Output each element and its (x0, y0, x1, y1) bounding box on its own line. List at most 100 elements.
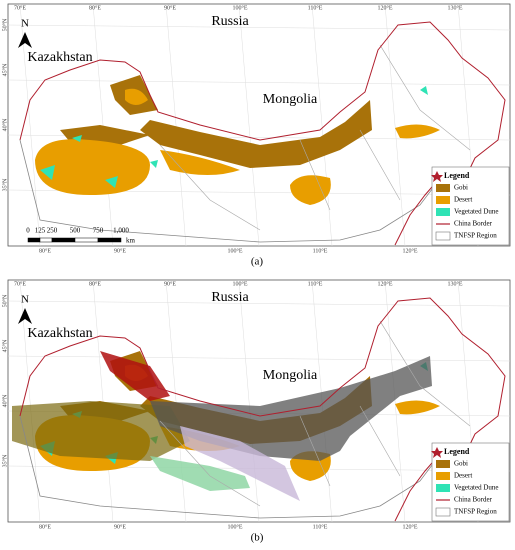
longitude-label: 130°E (447, 4, 462, 11)
country-label: Russia (211, 14, 249, 29)
transport-path (150, 356, 432, 461)
country-label: Kazakhstan (27, 50, 92, 65)
longitude-label: 70°E (14, 4, 26, 11)
tnfsp-region (159, 44, 471, 231)
scale-bar-segment (97, 237, 122, 243)
scale-bar-segment (39, 237, 53, 243)
longitude-label: 110°E (313, 247, 328, 254)
transport-path (12, 401, 190, 461)
legend-swatch (436, 184, 450, 192)
graticule (92, 279, 114, 523)
graticule (7, 79, 511, 86)
legend-title: Legend (444, 447, 470, 456)
latitude-label: 45°N (1, 339, 8, 352)
country-label: Mongolia (263, 368, 318, 383)
scale-bar-segment (51, 237, 76, 243)
map-panel: Russia Mongolia Kazakhstan N 70°E 80°E 90°E 100… (1, 279, 511, 530)
longitude-label: 110°E (313, 523, 328, 530)
legend-icon (431, 171, 443, 182)
longitude-label: 90°E (164, 4, 176, 11)
legend-swatch (436, 484, 450, 492)
scale-bar-label: 500 (70, 227, 81, 235)
legend-label: TNFSP Region (454, 232, 497, 240)
longitude-label: 100°E (227, 247, 242, 254)
scale-bar-segment (27, 237, 41, 243)
legend-label: TNFSP Region (454, 508, 497, 516)
longitude-label: 90°E (114, 523, 126, 530)
legend-label: Desert (454, 196, 472, 204)
latitude-label: 35°N (1, 178, 8, 191)
longitude-label: 90°E (114, 247, 126, 254)
longitude-label: 90°E (164, 280, 176, 287)
north-label: N (21, 294, 29, 306)
legend-label: China Border (454, 496, 493, 504)
north-arrow (18, 32, 32, 48)
graticule (238, 3, 260, 247)
country-label: Russia (211, 290, 249, 305)
longitude-label: 120°E (377, 280, 392, 287)
longitude-label: 100°E (227, 523, 242, 530)
legend-title: Legend (444, 171, 470, 180)
longitude-label: 80°E (39, 247, 51, 254)
latitude-label: 50°N (1, 18, 8, 31)
panel-label: (b) (251, 532, 264, 544)
scale-bar-unit: km (126, 237, 136, 245)
tnfsp-region (19, 415, 446, 519)
legend-swatch (436, 196, 450, 204)
graticule (7, 300, 511, 307)
scale-bar-label: 750 (93, 227, 104, 235)
graticule (7, 24, 511, 31)
panel-label: (a) (251, 256, 264, 268)
graticule (92, 3, 114, 247)
latitude-label: 50°N (1, 294, 8, 307)
longitude-label: 120°E (377, 4, 392, 11)
longitude-label: 120°E (402, 247, 417, 254)
graticule (384, 279, 406, 523)
transport-path (100, 351, 170, 401)
longitude-label: 70°E (14, 280, 26, 287)
tnfsp-region (159, 320, 471, 507)
legend-label: Gobi (454, 460, 468, 468)
longitude-label: 120°E (402, 523, 417, 530)
longitude-label: 100°E (232, 4, 247, 11)
longitude-label: 110°E (308, 4, 323, 11)
legend-swatch (436, 208, 450, 216)
scale-bar-label: 1,000 (113, 227, 129, 235)
graticule (311, 3, 333, 247)
north-arrow (18, 308, 32, 324)
desert-area (35, 88, 440, 205)
graticule (165, 279, 187, 523)
map-panel: Russia Mongolia Kazakhstan N 70°E 80°E 90°E 100… (1, 3, 511, 254)
latitude-label: 45°N (1, 63, 8, 76)
longitude-label: 110°E (308, 280, 323, 287)
longitude-label: 100°E (232, 280, 247, 287)
latitude-label: 40°N (1, 394, 8, 407)
legend-label: Desert (454, 472, 472, 480)
latitude-label: 35°N (1, 454, 8, 467)
legend-swatch (436, 472, 450, 480)
legend-swatch (435, 231, 451, 241)
scale-bar-segment (74, 237, 99, 243)
legend-label: Vegetated Dune (454, 484, 499, 492)
legend-label: Gobi (454, 184, 468, 192)
north-label: N (21, 18, 29, 30)
longitude-label: 80°E (89, 280, 101, 287)
transport-path (150, 456, 250, 491)
longitude-label: 80°E (39, 523, 51, 530)
legend-label: China Border (454, 220, 493, 228)
country-label: Kazakhstan (27, 326, 92, 341)
longitude-label: 80°E (89, 4, 101, 11)
graticule (165, 3, 187, 247)
tnfsp-region (19, 139, 446, 243)
longitude-label: 130°E (447, 280, 462, 287)
scale-bar-label: 125 (35, 227, 46, 235)
legend-swatch (436, 460, 450, 468)
country-label: Mongolia (263, 92, 318, 107)
transport-path (180, 426, 300, 501)
graticule (384, 3, 406, 247)
map-frame (7, 3, 511, 247)
map-frame (7, 279, 511, 523)
legend-swatch (435, 507, 451, 517)
scale-bar-label: 250 (47, 227, 58, 235)
